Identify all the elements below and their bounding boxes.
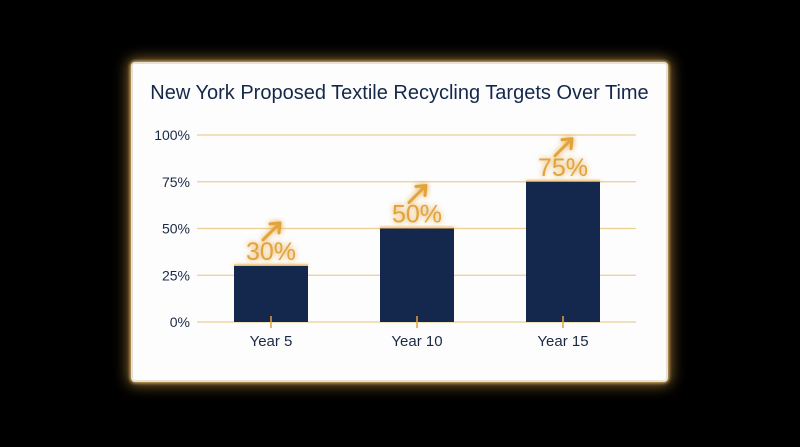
data-label: 30% <box>246 238 296 266</box>
x-axis-ticks: Year 5 Year 10 Year 15 <box>250 316 589 350</box>
bars <box>234 179 600 322</box>
arrow-shaft <box>261 224 279 242</box>
up-right-arrow-icon <box>261 221 282 242</box>
arrow-head <box>268 221 282 235</box>
up-right-arrow-icon <box>553 137 574 158</box>
x-tick-label: Year 5 <box>250 333 293 350</box>
data-label: 50% <box>392 201 442 229</box>
y-axis-ticks: 0% 25% 50% 75% 100% <box>154 127 190 330</box>
arrow-head <box>560 137 574 151</box>
y-tick-label: 25% <box>162 267 190 283</box>
y-tick-label: 50% <box>162 221 190 237</box>
up-right-arrow-icon <box>407 184 428 204</box>
arrow-shaft <box>553 140 571 158</box>
x-tick-label: Year 15 <box>537 333 588 350</box>
bar <box>380 228 454 322</box>
bar <box>526 181 600 322</box>
y-tick-label: 0% <box>170 314 190 330</box>
x-tick-label: Year 10 <box>391 333 442 350</box>
arrow-head <box>414 184 428 197</box>
y-tick-label: 100% <box>154 127 190 143</box>
y-tick-label: 75% <box>162 174 190 190</box>
chart-title: New York Proposed Textile Recycling Targ… <box>150 82 649 104</box>
arrow-shaft <box>407 187 425 204</box>
data-labels: 30% 50% 75% <box>246 137 588 266</box>
data-label: 75% <box>538 154 588 182</box>
bar <box>234 265 308 322</box>
